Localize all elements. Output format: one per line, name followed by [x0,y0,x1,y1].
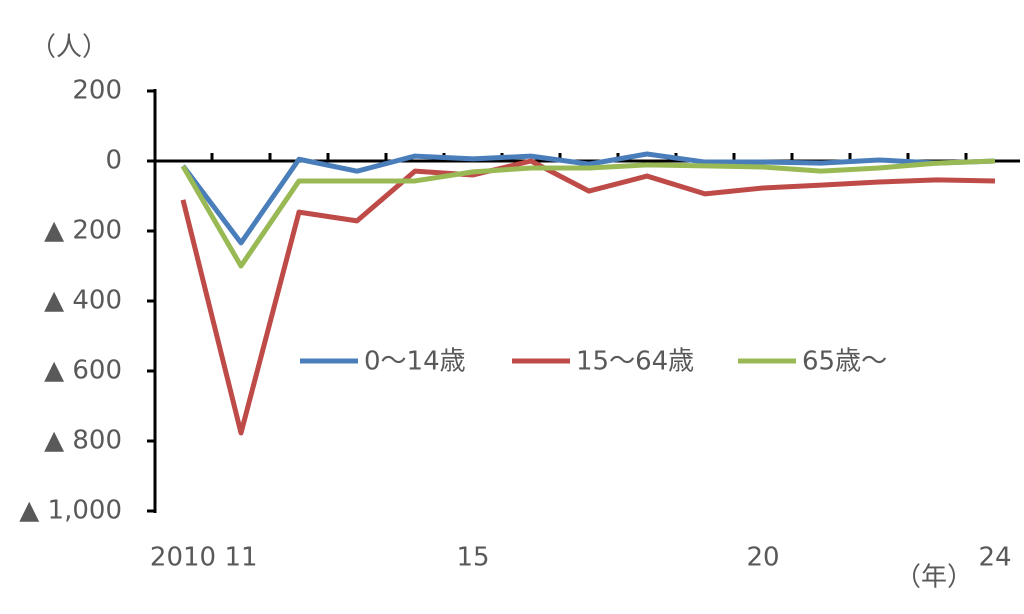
y-unit-label: （人） [30,33,108,63]
x-tick-label: 24 [978,543,1011,573]
y-tick-label: 0 [105,146,122,176]
series-line [181,151,996,246]
x-tick-label: 2010 [150,543,216,573]
y-tick-label: 200 [72,76,122,106]
y-tick-label: ▲ 1,000 [19,496,122,526]
legend-label: 15～64歳 [576,347,694,377]
x-tick-label: 11 [224,543,257,573]
series-line [180,158,996,269]
series-line [180,158,996,436]
y-tick-label: ▲ 400 [44,286,122,316]
x-tick-label: 15 [456,543,489,573]
x-tick-label: 20 [746,543,779,573]
y-tick-label: ▲ 200 [44,216,122,246]
y-tick-label: ▲ 600 [44,356,122,386]
x-unit-label: （年） [895,563,973,593]
legend-label: 0～14歳 [364,347,466,377]
y-tick-label: ▲ 800 [44,426,122,456]
legend-label: 65歳～ [802,347,887,377]
